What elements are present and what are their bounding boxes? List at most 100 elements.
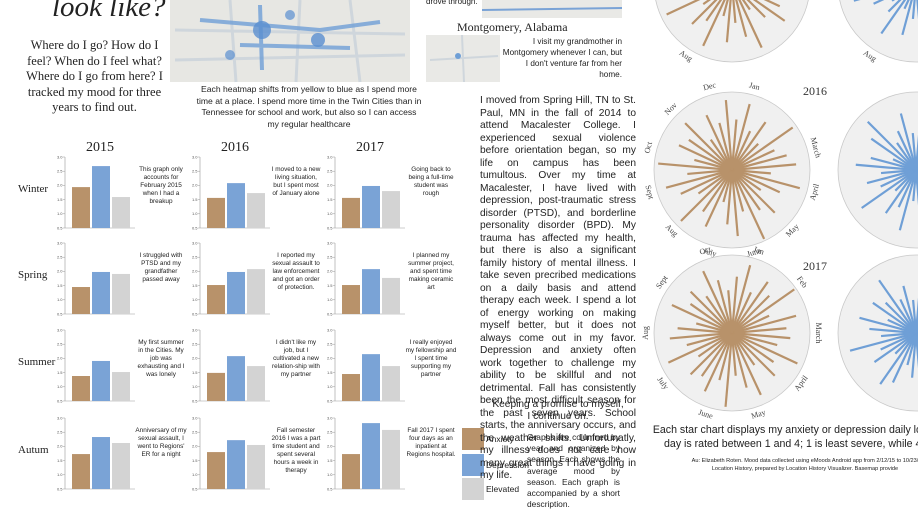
radial-spoke [884,301,917,334]
radial-spoke [724,99,734,171]
radial-spoke [911,132,918,171]
bar [227,356,245,401]
heading: look like? [52,0,166,23]
bar [112,197,130,228]
y-tick-label: 1.0 [327,472,333,477]
y-tick-label: 1.5 [57,197,63,202]
radial-spoke [702,0,726,47]
month-label: June [697,408,714,421]
y-tick-label: 2.5 [327,430,333,435]
radial-spoke [730,169,739,237]
radial-spoke [903,0,910,10]
y-tick-label: 1.5 [192,283,198,288]
radial-spoke [896,130,917,171]
bar [382,277,400,314]
bar-annotation: Anniversary of my sexual assault, I went… [135,427,187,458]
radial-spoke [697,332,733,358]
radial-spoke [859,316,917,335]
bar [342,454,360,489]
radial-spoke [731,294,771,334]
y-tick-label: 2.5 [327,342,333,347]
y-tick-label: 1.5 [192,370,198,375]
radial-spoke [722,0,729,17]
radial-spoke [873,0,885,5]
year-label: 2015 [86,140,114,155]
y-tick-label: 2.0 [192,183,198,188]
month-label: Jan [748,81,761,92]
radial-spoke [731,331,778,347]
radial-spoke [763,0,781,8]
y-tick-label: 2.0 [192,356,198,361]
y-tick-label: 2.5 [57,342,63,347]
bar-annotation: Going back to being a full-time student … [408,166,454,197]
bar [362,354,380,401]
y-tick-label: 1.5 [57,370,63,375]
radial-spoke [872,301,917,334]
legend-text: Graphs are columned by year and organize… [527,432,620,510]
radial-spoke [880,169,917,188]
radial-spoke [730,332,737,376]
bar-annotation: I moved to a new living situation, but I… [271,166,321,197]
radial-spoke [731,291,752,334]
bar-annotation: Fall semester 2016 I was a part time stu… [271,427,321,474]
y-tick-label: 3.0 [192,240,198,245]
bar-annotation: I didn't like my job, but I cultivated a… [272,339,320,378]
y-tick-label: 2.0 [327,269,333,274]
radial-spoke [879,332,917,385]
y-tick-label: 0.5 [192,225,198,230]
radial-spoke [731,154,787,172]
radial-spoke [911,0,916,20]
y-tick-label: 2.0 [192,444,198,449]
y-tick-label: 0.5 [192,398,198,403]
radial-spoke [702,0,712,6]
bar [227,440,245,489]
radial-spoke [849,331,917,352]
legend-swatch [462,478,484,500]
radial-spoke [870,137,917,171]
month-label: Jan [752,245,765,257]
bar-annotation: Fall 2017 I spent four days as an inpati… [406,427,456,458]
y-tick-label: 1.5 [192,458,198,463]
y-tick-label: 2.0 [327,183,333,188]
story: I moved from Spring Hill, TN to St. Paul… [480,95,636,481]
radial-spoke [667,332,733,364]
y-tick-label: 2.5 [327,255,333,260]
radial-spoke [702,169,733,213]
y-tick-label: 2.5 [57,169,63,174]
legend-label: Depression [486,460,529,470]
y-tick-label: 0.5 [192,486,198,491]
radial-spoke [705,0,723,22]
bar [112,442,130,489]
radial-spoke [731,168,801,190]
season-label: Summer [18,356,56,368]
radial-spoke [665,168,733,189]
radial-spoke [724,332,734,407]
bar [207,197,225,228]
year-label: 2016 [803,84,827,98]
y-tick-label: 3.0 [57,327,63,332]
bar [92,360,110,401]
radial-spoke [705,114,733,171]
bar [112,273,130,314]
month-label: April [808,182,821,201]
bar [92,166,110,228]
bar [247,269,265,314]
star-caption: day is rated between 1 and 4; 1 is least… [664,438,918,450]
y-tick-label: 1.0 [57,384,63,389]
radial-spoke [731,168,771,175]
y-tick-label: 2.5 [57,430,63,435]
y-tick-label: 0.5 [57,398,63,403]
y-tick-label: 1.5 [57,458,63,463]
season-label: Winter [18,183,49,195]
radial-spoke [730,264,752,334]
radial-spoke [730,276,739,334]
legend-swatch [462,454,484,476]
radial-spoke [671,303,733,334]
y-tick-label: 2.5 [192,342,198,347]
radial-spoke [731,288,795,334]
y-tick-label: 1.0 [57,211,63,216]
year-label: 2017 [803,259,827,273]
radial-spoke [730,103,751,171]
credits: Location History, prepared by Location H… [711,466,899,472]
